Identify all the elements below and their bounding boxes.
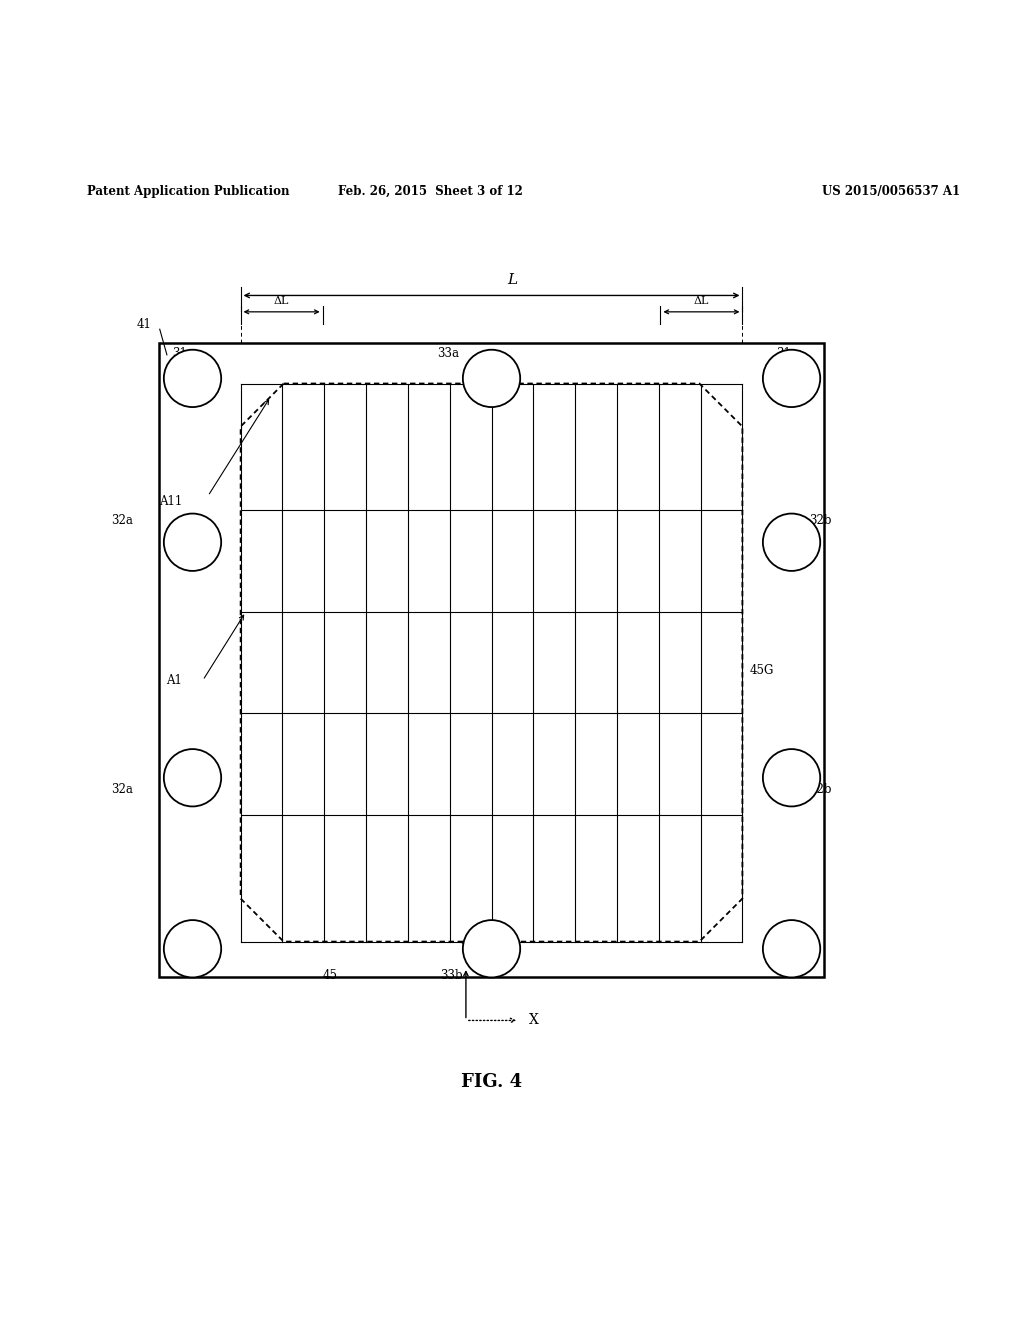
Text: A11: A11 <box>159 495 182 508</box>
Text: 31: 31 <box>172 954 187 968</box>
Polygon shape <box>241 384 742 941</box>
Circle shape <box>164 513 221 572</box>
Circle shape <box>164 920 221 977</box>
Text: 32b: 32b <box>809 783 831 796</box>
Text: 45G: 45G <box>750 664 774 677</box>
Text: Patent Application Publication: Patent Application Publication <box>87 185 290 198</box>
Text: A1: A1 <box>166 675 182 686</box>
Text: 45: 45 <box>323 969 338 982</box>
Text: L: L <box>507 273 517 288</box>
Text: Feb. 26, 2015  Sheet 3 of 12: Feb. 26, 2015 Sheet 3 of 12 <box>338 185 522 198</box>
Text: 32b: 32b <box>809 513 831 527</box>
Circle shape <box>463 920 520 977</box>
Circle shape <box>463 350 520 407</box>
Text: Y: Y <box>462 942 470 957</box>
Text: ΔL: ΔL <box>273 296 290 306</box>
Text: 31: 31 <box>776 347 792 360</box>
Text: X: X <box>529 1014 540 1027</box>
Circle shape <box>164 748 221 807</box>
Text: 32a: 32a <box>112 783 133 796</box>
Text: FIG. 4: FIG. 4 <box>461 1073 522 1090</box>
Text: ΔL: ΔL <box>693 296 710 306</box>
Text: 32a: 32a <box>112 513 133 527</box>
Bar <box>159 343 824 977</box>
Text: 31: 31 <box>172 347 187 360</box>
Circle shape <box>763 920 820 977</box>
Circle shape <box>763 350 820 407</box>
Circle shape <box>164 350 221 407</box>
Text: US 2015/0056537 A1: US 2015/0056537 A1 <box>822 185 959 198</box>
Text: 31: 31 <box>776 954 792 968</box>
Circle shape <box>763 748 820 807</box>
Text: 41: 41 <box>136 318 152 330</box>
Text: 33b: 33b <box>440 969 463 982</box>
Text: 33a: 33a <box>437 347 459 360</box>
Circle shape <box>763 513 820 572</box>
